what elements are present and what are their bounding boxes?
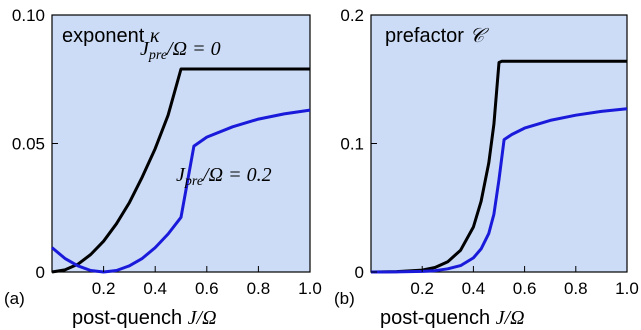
x-axis-label-b: post-quench J/Ω xyxy=(380,307,525,329)
x-axis-label-b-text: post-quench xyxy=(380,307,496,329)
panel-b: 0.2 0.4 0.6 0.8 1.0 0 0.1 0.2 prefactor 𝒞 (b) p… xyxy=(334,6,639,329)
x-tick-label-a-3: 0.8 xyxy=(247,279,271,298)
y-tick-label-b-1: 0.1 xyxy=(340,135,364,154)
annotation-jpre-02-sub: pre xyxy=(184,174,203,189)
series-line-b-1 xyxy=(370,107,628,274)
y-tick-label-b-0: 0 xyxy=(355,263,364,282)
x-tick-label-b-1: 0.4 xyxy=(462,279,486,298)
x-tick-label-a-4: 1.0 xyxy=(298,279,322,298)
x-tick-label-b-4: 1.0 xyxy=(615,279,639,298)
annotation-jpre-0.2: Jpre/Ω = 0.2 xyxy=(176,164,272,189)
annotation-jpre-02-J: J xyxy=(176,164,186,186)
x-axis-label-b-math: J/Ω xyxy=(496,307,525,329)
chart-title-a-text: exponent xyxy=(62,25,150,47)
x-tick-label-b-3: 0.8 xyxy=(564,279,588,298)
x-tick-label-a-2: 0.6 xyxy=(195,279,219,298)
x-tick-label-b-2: 0.6 xyxy=(513,279,537,298)
panel-label-b: (b) xyxy=(334,289,355,308)
series-line-a-1 xyxy=(51,108,311,274)
panel-a: 0.2 0.4 0.6 0.8 1.0 0 0.05 0.10 exponent κ Jpre… xyxy=(4,6,322,329)
y-tick-label-a-1: 0.05 xyxy=(12,135,45,154)
series-line-b-0 xyxy=(370,59,627,274)
x-axis-label-a-math: J/Ω xyxy=(188,307,217,329)
panel-label-a: (a) xyxy=(4,289,25,308)
x-axis-label-a-text: post-quench xyxy=(72,307,188,329)
y-tick-label-a-2: 0.10 xyxy=(12,6,45,25)
plot-area-b xyxy=(370,14,628,273)
x-axis-label-a: post-quench J/Ω xyxy=(72,307,217,329)
x-tick-label-b-0: 0.2 xyxy=(410,279,434,298)
annotation-jpre-0-rest: /Ω = 0 xyxy=(166,38,221,60)
y-tick-label-a-0: 0 xyxy=(36,263,45,282)
series-line-a-0 xyxy=(51,67,310,274)
annotation-jpre-02-rest: /Ω = 0.2 xyxy=(202,164,272,186)
y-tick-label-b-2: 0.2 xyxy=(340,6,364,25)
chart-title-b: prefactor 𝒞 xyxy=(385,25,489,47)
annotation-jpre-0-J: J xyxy=(140,38,150,60)
annotation-jpre-0: Jpre/Ω = 0 xyxy=(140,38,221,63)
annotation-jpre-0-sub: pre xyxy=(148,48,167,63)
plot-area-a xyxy=(51,14,311,273)
chart-title-b-text: prefactor xyxy=(385,25,469,47)
chart-title-a: exponent κ xyxy=(62,25,160,47)
x-tick-label-a-1: 0.4 xyxy=(143,279,167,298)
chart-title-a-symbol: κ xyxy=(150,25,160,47)
x-tick-label-a-0: 0.2 xyxy=(92,279,116,298)
